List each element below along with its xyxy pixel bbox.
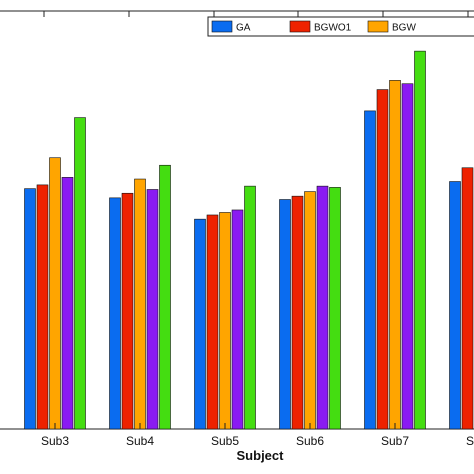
bar-sub3-series-1 xyxy=(24,188,36,430)
bar-sub4-series-1 xyxy=(109,197,121,430)
bar-sub7-series-5 xyxy=(414,50,426,430)
bars-layer xyxy=(24,50,474,430)
legend-label-1: GA xyxy=(236,23,251,34)
legend-swatch-2 xyxy=(289,20,311,33)
x-tick-label-sub7: Sub7 xyxy=(381,434,409,448)
x-tick-label-sub8: Sub8 xyxy=(466,434,474,448)
x-tick-label-sub6: Sub6 xyxy=(296,434,324,448)
bar-sub4-series-4 xyxy=(146,189,159,430)
legend-box xyxy=(207,16,474,37)
bar-sub4-series-3 xyxy=(134,178,146,430)
bar-sub7-series-4 xyxy=(401,83,414,430)
bar-sub6-series-4 xyxy=(316,185,329,430)
bar-sub4-series-2 xyxy=(121,192,134,430)
legend-swatch-3 xyxy=(367,20,389,33)
bar-sub6-series-2 xyxy=(291,195,304,430)
bar-sub6-series-3 xyxy=(304,191,316,430)
bar-sub7-series-1 xyxy=(364,110,376,430)
bar-sub3-series-2 xyxy=(36,184,49,430)
legend-label-3: BGW xyxy=(392,23,416,34)
bar-sub6-series-1 xyxy=(279,199,291,430)
bar-sub7-series-3 xyxy=(389,80,401,430)
legend-label-2: BGWO1 xyxy=(314,23,352,34)
bar-sub3-series-3 xyxy=(49,157,61,430)
bar-sub3-series-5 xyxy=(74,117,86,430)
bar-sub5-series-4 xyxy=(231,209,244,430)
bar-sub6-series-5 xyxy=(329,187,341,430)
legend-swatch-1 xyxy=(211,20,233,33)
bar-sub7-series-2 xyxy=(376,89,389,430)
x-axis-title: Subject xyxy=(237,448,285,463)
x-tick-label-sub4: Sub4 xyxy=(126,434,154,448)
bar-sub5-series-2 xyxy=(206,214,219,430)
x-tick-label-sub3: Sub3 xyxy=(41,434,69,448)
legend: GA BGWO1 BGW xyxy=(207,16,474,37)
bar-sub5-series-1 xyxy=(194,218,206,430)
bar-sub3-series-4 xyxy=(61,177,74,430)
x-tick-label-sub5: Sub5 xyxy=(211,434,239,448)
bar-sub5-series-5 xyxy=(244,185,256,430)
bar-sub4-series-5 xyxy=(159,164,171,430)
bar-sub8-series-1 xyxy=(449,181,461,430)
x-ticks: Sub2Sub3Sub4Sub5Sub6Sub7Sub8 xyxy=(41,423,474,448)
bar-sub8-series-2 xyxy=(461,167,474,430)
bar-sub5-series-3 xyxy=(219,212,231,430)
